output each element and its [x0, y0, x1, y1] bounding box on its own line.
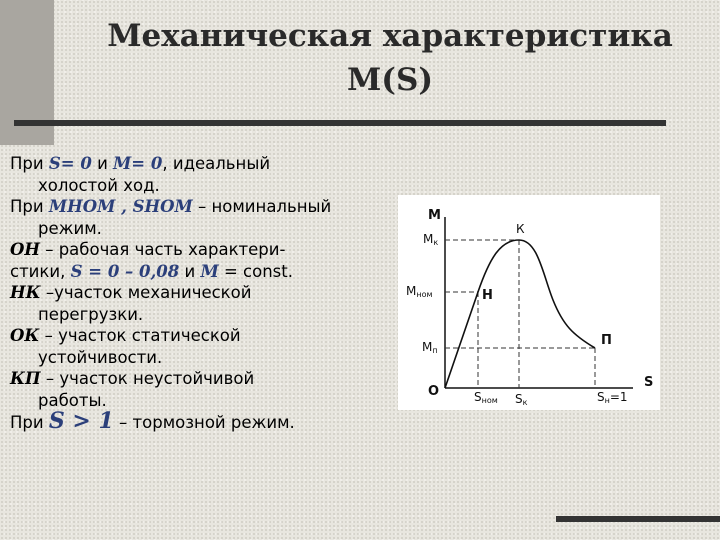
text-line-1: При S= 0 и M= 0, идеальный — [10, 153, 400, 175]
text-fragment: При — [10, 154, 49, 173]
text-line-8: перегрузки. — [38, 304, 144, 324]
origin-label: О — [428, 384, 439, 399]
text-line-13: При S > 1 – тормозной режим. — [10, 408, 400, 434]
x-axis-label: S — [644, 375, 653, 390]
description-text: При S= 0 и M= 0, идеальный холостой ход.… — [10, 153, 400, 434]
text-line-2: холостой ход. — [38, 175, 160, 195]
slide-title: Механическая характеристика М(S) — [60, 14, 720, 102]
title-line-2: М(S) — [346, 62, 434, 98]
torque-curve — [444, 239, 596, 389]
point-label-k: К — [516, 222, 525, 236]
symbol-s-gt-1: S > 1 — [48, 408, 114, 434]
symbol-m: M — [200, 261, 219, 281]
text-fragment: – участок статической — [39, 326, 241, 345]
text-line-11: КП – участок неустойчивой — [10, 368, 400, 390]
text-fragment: , идеальный — [162, 154, 271, 173]
symbol-s-range: S = 0 – 0,08 — [70, 261, 180, 281]
text-fragment: – рабочая часть характери- — [39, 240, 286, 259]
x-tick-sn: Sн=1 — [597, 390, 628, 405]
bottom-divider — [556, 516, 720, 522]
point-label-p: П — [601, 333, 612, 348]
text-line-4: режим. — [38, 218, 102, 238]
symbol-m-zero: M= 0 — [113, 154, 163, 173]
text-fragment: и — [179, 261, 201, 281]
x-tick-sk: Sк — [515, 392, 528, 407]
segment-kp: КП — [10, 369, 41, 388]
x-tick-snom: Sном — [474, 390, 498, 405]
segment-ok: ОК — [10, 326, 40, 345]
text-fragment: стики, — [10, 261, 71, 281]
point-label-h: Н — [482, 288, 493, 303]
text-line-7: НК –участок механической — [10, 282, 400, 304]
text-fragment: При — [10, 413, 49, 432]
segment-oh: ОН — [10, 240, 40, 259]
text-line-9: ОК – участок статической — [10, 325, 400, 347]
text-line-12: работы. — [38, 390, 107, 410]
symbol-nominal: MНОМ , SНОМ — [48, 197, 193, 216]
title-divider — [14, 120, 666, 126]
text-fragment: = const. — [218, 261, 293, 281]
text-fragment: и — [91, 154, 114, 173]
text-fragment: –участок механической — [40, 283, 252, 302]
torque-slip-chart: М S О Мк Мном Мп Sном Sк Sн=1 К Н П — [398, 195, 660, 410]
title-line-1: Механическая характеристика — [107, 18, 673, 54]
text-fragment: При — [10, 197, 49, 216]
symbol-s-zero: S= 0 — [48, 154, 92, 173]
text-line-10: устойчивости. — [38, 347, 163, 367]
text-line-3: При MНОМ , SНОМ – номинальный — [10, 196, 400, 218]
text-fragment: – тормозной режим. — [113, 413, 295, 432]
chart-svg: М S О Мк Мном Мп Sном Sк Sн=1 К Н П — [406, 208, 653, 407]
y-axis-label: М — [428, 208, 441, 223]
y-tick-mnom: Мном — [406, 284, 433, 299]
text-line-5: ОН – рабочая часть характери- — [10, 239, 400, 261]
y-tick-mk: Мк — [423, 232, 438, 247]
text-line-6: стики, S = 0 – 0,08 и M = const. — [10, 261, 400, 283]
y-tick-mp: Мп — [422, 340, 438, 355]
text-fragment: – участок неустойчивой — [40, 369, 255, 388]
segment-nk: НК — [10, 283, 41, 302]
text-fragment: – номинальный — [192, 197, 332, 216]
